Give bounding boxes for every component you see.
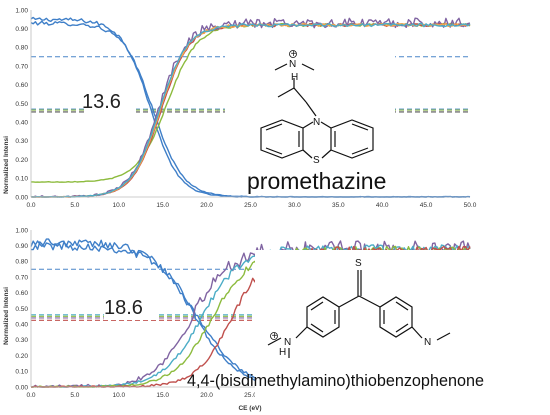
promethazine-ring-s: S	[313, 155, 320, 166]
thiobenzophenone-n-left: N	[284, 337, 291, 348]
y-tick-label: 1.00	[15, 7, 28, 14]
x-tick-label: 15.0	[156, 202, 169, 209]
promethazine-structure	[225, 50, 395, 190]
thiobenzophenone-plus: +	[272, 331, 278, 342]
x-tick-label: 0.0	[26, 392, 35, 399]
x-tick-label: 40.0	[376, 202, 389, 209]
top-callout-bg	[84, 87, 136, 113]
x-tick-label: 20.0	[200, 392, 213, 399]
y-tick-label: 0.60	[15, 82, 28, 89]
thiobenzophenone-n-right: N	[424, 337, 431, 348]
x-tick-label: 50.0	[464, 202, 477, 209]
y-tick-label: 0.60	[15, 290, 28, 297]
x-tick-label: 10.0	[112, 392, 125, 399]
compound-name-bottom: 4,4-(bisdimethylamino)thiobenzophenone	[187, 372, 484, 390]
top-callout: 13.6	[82, 91, 121, 113]
x-tick-label: 5.0	[70, 392, 79, 399]
y-tick-label: 0.00	[15, 194, 28, 201]
y-tick-label: 0.20	[15, 157, 28, 164]
promethazine-ring-n: N	[313, 117, 320, 128]
x-tick-label: 15.0	[156, 392, 169, 399]
y-tick-label: 0.70	[15, 63, 28, 70]
thiobenzophenone-charge-icon	[270, 332, 278, 340]
bottom-chart: 0.05.010.015.020.025.030.035.040.045.050…	[3, 227, 545, 412]
promethazine-plus: +	[291, 49, 297, 60]
y-tick-label: 0.80	[15, 45, 28, 52]
thiobenzophenone-s-atom: S	[355, 258, 362, 269]
x-tick-label: 35.0	[332, 202, 345, 209]
x-tick-label: 25.0	[244, 392, 257, 399]
top-chart: 0.0 5.0 10.0 15.0 20.0 25.0 30.0 35.0 40.0 45.0 50…	[3, 7, 477, 209]
promethazine-charge-icon	[289, 50, 297, 58]
bottom-callout-bg	[104, 294, 156, 320]
x-tick-label: 10.0	[112, 202, 125, 209]
series-line	[30, 22, 471, 198]
y-tick-label: 0.50	[15, 101, 28, 108]
y-tick-label: 0.40	[15, 322, 28, 329]
y-tick-label: 1.00	[15, 227, 28, 234]
promethazine-n-atom: N	[289, 59, 296, 70]
x-tick-label: 30.0	[288, 202, 301, 209]
promethazine-h-atom: H	[291, 72, 298, 83]
x-tick-label: 20.0	[200, 202, 213, 209]
y-tick-label: 0.90	[15, 243, 28, 250]
y-tick-label: 0.20	[15, 353, 28, 360]
y-tick-label: 0.10	[15, 369, 28, 376]
y-tick-label: 0.30	[15, 337, 28, 344]
y-tick-label: 0.00	[15, 384, 28, 391]
top-y-axis-label: Normalized Intensi	[3, 136, 10, 194]
y-tick-label: 0.10	[15, 176, 28, 183]
bottom-x-axis-label: CE (eV)	[238, 405, 261, 412]
y-tick-label: 0.90	[15, 26, 28, 33]
y-tick-label: 0.50	[15, 306, 28, 313]
compound-name-top: promethazine	[247, 168, 386, 194]
x-tick-label: 25.0	[244, 202, 257, 209]
x-tick-label: 5.0	[70, 202, 79, 209]
y-tick-label: 0.40	[15, 120, 28, 127]
x-tick-label: 0.0	[26, 202, 35, 209]
y-tick-label: 0.30	[15, 138, 28, 145]
thiobenzophenone-structure	[255, 250, 545, 400]
y-tick-label: 0.70	[15, 274, 28, 281]
x-tick-label: 45.0	[420, 202, 433, 209]
bottom-callout: 18.6	[104, 297, 143, 319]
y-tick-label: 0.80	[15, 259, 28, 266]
bottom-y-axis-label: Normalized Intensi	[3, 287, 10, 345]
thiobenzophenone-h-atom: H	[279, 347, 286, 358]
